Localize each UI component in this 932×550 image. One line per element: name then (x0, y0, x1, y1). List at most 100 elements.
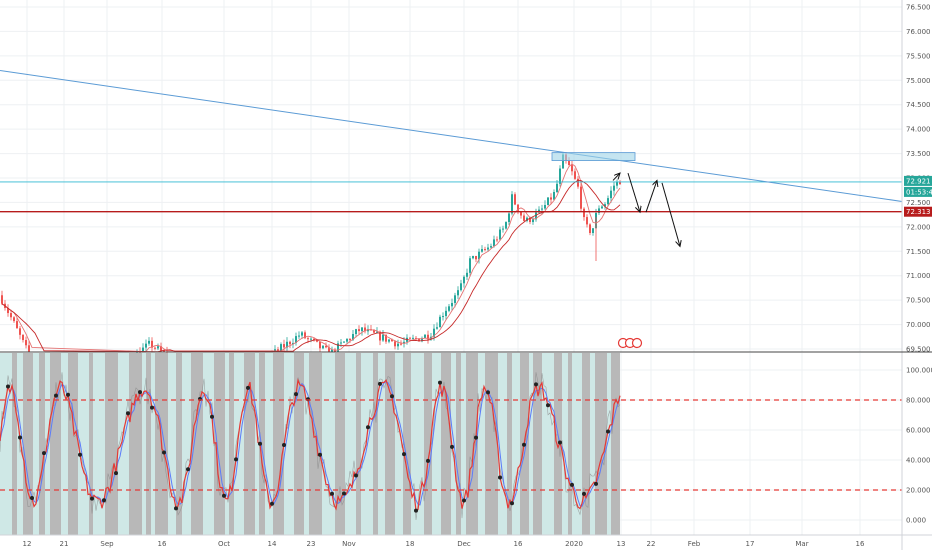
oscillator-band (229, 353, 234, 535)
candle-body (481, 249, 483, 252)
candle-body (412, 337, 414, 339)
oscillator-band (265, 353, 273, 535)
crossover-dot (270, 501, 274, 506)
crossover-dot (294, 392, 298, 397)
price-y-tick-label: 71.500 (906, 248, 931, 256)
candle-body (352, 334, 354, 340)
candle-body (151, 340, 153, 348)
oscillator-background-bands (0, 353, 620, 535)
crossover-dot (390, 394, 394, 399)
resistance-box (551, 152, 636, 161)
candle-body (142, 347, 144, 352)
crossover-dot (330, 491, 334, 496)
price-grid (0, 0, 902, 352)
crossover-dot (306, 397, 310, 402)
candle-body (163, 350, 165, 352)
candle-body (562, 154, 564, 169)
candle-body (403, 341, 405, 344)
price-tag-background (904, 186, 932, 197)
candle-body (325, 345, 327, 348)
price-y-tick-label: 69.500 (906, 346, 931, 354)
candle-body (448, 306, 450, 311)
oscillator-band (498, 353, 507, 535)
candle-body (367, 329, 369, 332)
candle-body (313, 338, 315, 341)
oscillator-band (146, 353, 151, 535)
candle-body (520, 211, 522, 216)
price-y-tick-label: 70.000 (906, 321, 931, 329)
candle-body (283, 344, 285, 348)
oscillator-band (50, 353, 61, 535)
candle-body (553, 191, 555, 200)
x-tick-label: 14 (268, 540, 277, 548)
oscillator-main-line (0, 378, 621, 512)
candle-body (466, 272, 468, 277)
candle-body (514, 194, 516, 205)
candle-body (604, 204, 606, 207)
candle-body (343, 341, 345, 343)
oscillator-band (304, 353, 309, 535)
crossover-dot (402, 452, 406, 457)
candle-body (598, 208, 600, 213)
price-y-tick-label: 75.500 (906, 52, 931, 60)
x-tick-label: 12 (23, 540, 32, 548)
candle-body (13, 317, 15, 322)
candle-body (295, 336, 297, 343)
oscillator-band (33, 353, 39, 535)
oscillator-y-tick-label: 100.000 (906, 367, 932, 375)
candle-body (340, 342, 342, 344)
crossover-dot (42, 451, 46, 456)
oscillator-band (542, 353, 554, 535)
oscillator-band (182, 353, 191, 535)
candle-body (145, 343, 147, 348)
oscillator-band (485, 353, 498, 535)
candle-body (148, 340, 150, 344)
oscillator-band (607, 353, 611, 535)
candle-body (364, 327, 366, 332)
candle-body (331, 349, 333, 352)
oscillator-band (255, 353, 259, 535)
oscillator-band (151, 353, 155, 535)
oscillator-y-tick-label: 20.000 (906, 487, 931, 495)
oscillator-band (335, 353, 345, 535)
crossover-dot (426, 458, 430, 463)
candle-body (541, 208, 543, 210)
crossover-dot (474, 435, 478, 440)
oscillator-band (273, 353, 284, 535)
crossover-dot (18, 435, 22, 440)
crossover-dot (378, 381, 382, 386)
oscillator-band (441, 353, 451, 535)
candle-body (1, 295, 3, 304)
x-tick-label: 18 (406, 540, 415, 548)
candle-body (400, 343, 402, 345)
oscillator-y-tick-label: 40.000 (906, 457, 931, 465)
oscillator-band (61, 353, 68, 535)
oscillator-band (424, 353, 432, 535)
candle-body (355, 329, 357, 335)
crossover-dot (570, 482, 574, 487)
crossover-dot (450, 444, 454, 449)
price-tag-background (904, 175, 932, 186)
candle-body (559, 168, 561, 184)
oscillator-band (395, 353, 403, 535)
oscillator-band (432, 353, 441, 535)
oscillator-band (507, 353, 512, 535)
candle-body (529, 217, 531, 223)
oscillator-band (118, 353, 129, 535)
oscillator-band (572, 353, 582, 535)
candle-body (388, 339, 390, 342)
projection-arrow (612, 173, 620, 181)
oscillator-band (214, 353, 225, 535)
crossover-dot (90, 496, 94, 501)
oscillator-band (582, 353, 590, 535)
candle-body (421, 338, 423, 342)
candle-body (316, 340, 318, 342)
crossover-dot (138, 390, 142, 395)
oscillator-band (611, 353, 620, 535)
crossover-dot (258, 441, 262, 446)
candle-body (589, 224, 591, 234)
candle-body (457, 290, 459, 296)
crossover-dot (558, 440, 562, 445)
oscillator-band (68, 353, 78, 535)
